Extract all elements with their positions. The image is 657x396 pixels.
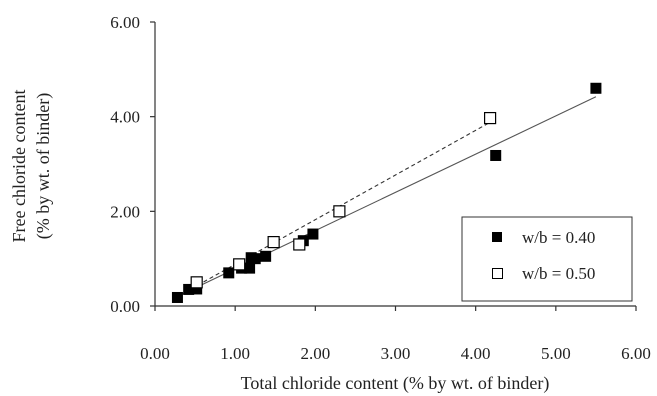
x-tick-label: 5.00 — [541, 344, 571, 363]
y-axis-title-line-1: Free chloride content — [9, 90, 29, 243]
x-tick-label: 2.00 — [300, 344, 330, 363]
data-point-wb-040 — [590, 82, 602, 94]
data-point-wb-050 — [333, 205, 346, 218]
data-point-wb-040 — [490, 149, 502, 161]
x-tick-label: 0.00 — [140, 344, 170, 363]
y-tick-label: 4.00 — [110, 108, 140, 127]
data-point-wb-040 — [183, 283, 195, 295]
data-point-wb-040 — [244, 262, 256, 274]
data-point-wb-050 — [190, 276, 203, 289]
x-tick-label: 6.00 — [621, 344, 651, 363]
x-axis-title: Total chloride content (% by wt. of bind… — [241, 373, 550, 394]
data-point-wb-050 — [293, 238, 306, 251]
data-point-wb-040 — [260, 250, 272, 262]
legend-box — [461, 216, 633, 302]
data-point-wb-040 — [307, 228, 319, 240]
y-tick-label: 2.00 — [110, 202, 140, 221]
data-point-wb-050 — [267, 236, 280, 249]
data-points — [171, 82, 602, 303]
x-tick-label: 3.00 — [381, 344, 411, 363]
x-tick-label: 4.00 — [461, 344, 491, 363]
data-point-wb-040 — [171, 291, 183, 303]
legend-marker-wb-040 — [492, 232, 502, 242]
data-point-wb-040 — [249, 253, 261, 265]
y-axis-title-line-2: (% by wt. of binder) — [33, 93, 54, 239]
y-ticks: 0.00 2.00 4.00 6.00 — [110, 13, 155, 316]
data-point-wb-050 — [483, 111, 497, 125]
data-point-wb-050 — [233, 258, 246, 271]
x-ticks: 0.00 1.00 2.00 3.00 4.00 5.00 6.00 — [140, 306, 651, 363]
data-point-wb-040 — [223, 267, 235, 279]
legend-label-wb-040: w/b = 0.40 — [522, 228, 595, 247]
legend-marker-wb-050 — [492, 268, 503, 279]
legend-label-wb-050: w/b = 0.50 — [522, 264, 595, 283]
y-tick-label: 0.00 — [110, 297, 140, 316]
y-tick-label: 6.00 — [110, 13, 140, 32]
legend: w/b = 0.40 w/b = 0.50 — [461, 216, 633, 302]
data-point-wb-040 — [191, 283, 203, 295]
x-tick-label: 1.00 — [220, 344, 250, 363]
